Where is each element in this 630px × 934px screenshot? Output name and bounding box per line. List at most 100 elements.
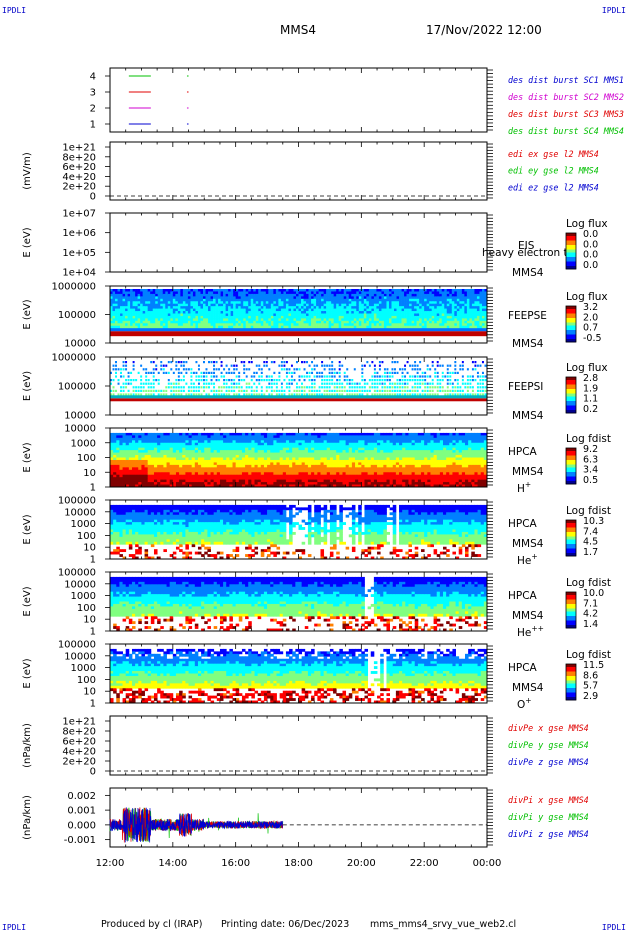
heatmap-cell <box>120 386 123 389</box>
heatmap-cell <box>399 368 402 371</box>
heatmap-cell <box>194 445 199 449</box>
heatmap-cell <box>195 325 199 329</box>
heatmap-cell <box>258 375 261 378</box>
heatmap-cell <box>476 393 479 396</box>
heatmap-cell <box>230 320 234 324</box>
heatmap-cell <box>153 455 158 458</box>
heatmap-cell <box>466 298 470 302</box>
heatmap-cell <box>268 320 272 324</box>
heatmap-cell <box>371 325 375 329</box>
heatmap-cell <box>464 296 468 300</box>
heatmap-cell <box>145 371 148 374</box>
heatmap-cell <box>144 435 149 439</box>
heatmap-cell <box>376 313 380 317</box>
heatmap-cell <box>295 303 299 307</box>
heatmap-cell <box>265 303 269 307</box>
heatmap-cell <box>216 484 221 488</box>
heatmap-cell <box>119 457 123 461</box>
heatmap-cell <box>119 474 123 478</box>
heatmap-cell <box>220 386 223 389</box>
heatmap-cell <box>471 325 475 329</box>
heatmap-cell <box>376 308 380 312</box>
heatmap-cell <box>381 379 384 382</box>
heatmap-cell <box>275 393 278 396</box>
heatmap-cell <box>208 361 210 364</box>
heatmap-cell <box>213 313 216 317</box>
heatmap-cell <box>285 296 289 300</box>
heatmap-cell <box>215 291 219 295</box>
heatmap-cell <box>288 291 292 295</box>
heatmap-cell <box>391 291 395 295</box>
heatmap-cell <box>404 308 407 312</box>
heatmap-cell <box>466 308 470 312</box>
heatmap-cell <box>147 315 151 319</box>
heatmap-cell <box>429 313 433 317</box>
heatmap-cell <box>441 308 445 312</box>
heatmap-cell <box>311 291 314 295</box>
heatmap-cell <box>188 464 193 468</box>
heatmap-cell <box>194 469 199 473</box>
heatmap-cell <box>429 306 433 310</box>
heatmap-cell <box>426 318 430 322</box>
heatmap-cell <box>341 301 345 305</box>
heatmap-cell <box>125 303 128 307</box>
heatmap-cell <box>411 293 415 297</box>
heatmap-cell <box>115 368 117 371</box>
heatmap-cell <box>451 386 454 389</box>
heatmap-cell <box>201 472 205 476</box>
heatmap-cell <box>165 296 169 300</box>
heatmap-cell <box>191 484 196 488</box>
heatmap-cell <box>128 467 133 471</box>
heatmap-band <box>110 328 487 332</box>
heatmap-cell <box>301 386 303 389</box>
heatmap-cell <box>476 371 479 374</box>
heatmap-cell <box>137 318 141 322</box>
heatmap-cell <box>122 447 127 451</box>
heatmap-cell <box>235 437 240 441</box>
heatmap-cell <box>399 318 402 322</box>
heatmap-cell <box>479 325 483 329</box>
heatmap-cell <box>426 386 429 389</box>
heatmap-cell <box>353 308 357 312</box>
heatmap-cell <box>219 469 224 473</box>
heatmap-cell <box>373 306 377 310</box>
heatmap-cell <box>245 474 249 478</box>
heatmap-cell <box>260 477 265 481</box>
heatmap-cell <box>160 293 164 297</box>
heatmap-cell <box>110 296 113 300</box>
heatmap-cell <box>130 301 133 305</box>
colorbar-swatch <box>566 333 576 335</box>
heatmap-cell <box>328 393 331 396</box>
heatmap-cell <box>464 303 468 307</box>
heatmap-cell <box>243 315 247 319</box>
heatmap-cell <box>260 289 264 293</box>
heatmap-cell <box>416 311 420 315</box>
heatmap-cell <box>128 455 133 458</box>
heatmap-cell <box>172 442 177 446</box>
heatmap-cell <box>238 450 243 453</box>
heatmap-cell <box>210 375 213 378</box>
heatmap-cell <box>165 293 169 297</box>
heatmap-cell <box>484 318 488 322</box>
heatmap-cell <box>381 301 385 305</box>
heatmap-cell <box>200 315 204 319</box>
heatmap-cell <box>125 323 128 327</box>
heatmap-cell <box>406 386 409 389</box>
heatmap-cell <box>235 313 239 317</box>
heatmap-cell <box>218 289 221 293</box>
heatmap-cell <box>162 393 165 396</box>
heatmap-cell <box>160 442 164 446</box>
heatmap-cell <box>201 447 205 451</box>
heatmap-cell <box>167 315 171 319</box>
heatmap-cell <box>152 323 156 327</box>
heatmap-cell <box>253 315 257 319</box>
heatmap-cell <box>471 303 475 307</box>
heatmap-cell <box>366 320 370 324</box>
heatmap-cell <box>185 323 189 327</box>
heatmap-cell <box>201 445 205 449</box>
heatmap-cell <box>243 320 247 324</box>
heatmap-cell <box>253 313 257 317</box>
heatmap-cell <box>378 379 381 382</box>
heatmap-cell <box>157 469 161 473</box>
heatmap-cell <box>241 455 246 458</box>
